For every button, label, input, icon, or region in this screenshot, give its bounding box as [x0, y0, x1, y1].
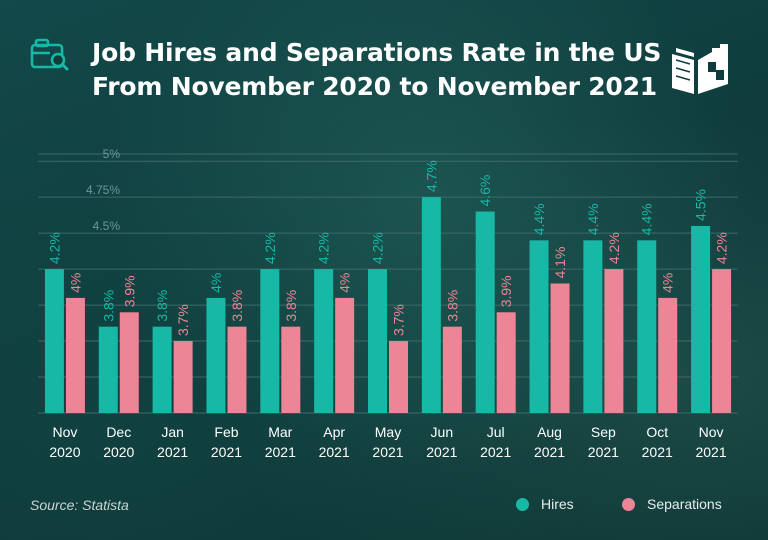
bar-hires: [583, 240, 603, 413]
data-label-separations: 3.8%: [229, 290, 245, 322]
data-label-hires: 4%: [208, 273, 224, 293]
y-tick-label: 4.5%: [93, 219, 121, 233]
x-tick-label-month: Jan: [161, 424, 184, 440]
x-tick-label-month: Feb: [214, 424, 238, 440]
bar-hires: [475, 211, 495, 413]
x-tick-label-month: Nov: [52, 424, 77, 440]
data-label-hires: 4.4%: [531, 203, 547, 235]
bar-separations: [227, 326, 247, 413]
bar-separations: [173, 341, 193, 413]
x-tick-label-month: Sep: [591, 424, 616, 440]
legend-item-separations: Separations: [622, 496, 722, 512]
x-tick-label-year: 2020: [103, 444, 134, 460]
y-tick-label: 4.75%: [86, 183, 120, 197]
data-label-separations: 4.1%: [552, 247, 568, 279]
bar-hires: [98, 326, 118, 413]
data-label-hires: 4.7%: [423, 160, 439, 192]
data-label-separations: 3.8%: [444, 290, 460, 322]
data-label-separations: 4%: [337, 273, 353, 293]
data-label-hires: 4.2%: [262, 232, 278, 264]
x-tick-label-year: 2020: [49, 444, 80, 460]
bar-separations: [604, 269, 624, 413]
data-label-hires: 4.5%: [693, 189, 709, 221]
data-label-hires: 3.8%: [100, 290, 116, 322]
bar-separations: [335, 297, 355, 413]
chart-title-line-2: From November 2020 to November 2021: [92, 72, 657, 101]
x-tick-label-year: 2021: [372, 444, 403, 460]
legend-label-hires: Hires: [541, 496, 574, 512]
chart-title-line-1: Job Hires and Separations Rate in the US: [92, 38, 662, 67]
x-tick-label-month: Aug: [537, 424, 562, 440]
bar-hires: [44, 269, 64, 413]
source-note: Source: Statista: [30, 497, 129, 513]
bar-separations: [389, 341, 408, 413]
bar-separations: [65, 297, 85, 413]
bar-hires: [206, 297, 226, 413]
bar-separations: [496, 312, 516, 413]
x-tick-label-year: 2021: [211, 444, 242, 460]
data-label-hires: 4.4%: [639, 203, 655, 235]
legend-swatch-separations: [622, 497, 635, 511]
data-label-hires: 3.8%: [154, 290, 170, 322]
bar-separations: [119, 312, 139, 413]
data-label-hires: 4.2%: [316, 232, 332, 264]
x-tick-label-month: Nov: [699, 424, 724, 440]
legend-label-separations: Separations: [647, 496, 722, 512]
x-tick-label-year: 2021: [480, 444, 511, 460]
x-tick-label-year: 2021: [588, 444, 619, 460]
bar-hires: [368, 269, 387, 413]
x-tick-label-year: 2021: [319, 444, 350, 460]
data-label-separations: 3.7%: [175, 304, 191, 336]
x-tick-label-month: May: [375, 424, 401, 440]
data-label-separations: 3.9%: [121, 275, 137, 307]
book-logo-icon: [672, 44, 728, 94]
x-tick-label-year: 2021: [642, 444, 673, 460]
y-tick-label: 5%: [103, 147, 121, 161]
bar-hires: [260, 269, 280, 413]
data-label-separations: 3.8%: [283, 290, 299, 322]
x-tick-label-year: 2021: [265, 444, 296, 460]
x-tick-label-month: Apr: [323, 424, 345, 440]
x-tick-label-month: Mar: [268, 424, 292, 440]
x-tick-label-month: Oct: [646, 424, 668, 440]
briefcase-search-icon: [30, 38, 69, 71]
data-label-separations: 4.2%: [606, 232, 622, 264]
x-tick-label-month: Dec: [106, 424, 131, 440]
chart-title: Job Hires and Separations Rate in the US…: [92, 36, 661, 104]
x-tick-label-year: 2021: [534, 444, 565, 460]
bar-hires: [637, 240, 657, 413]
bar-separations: [658, 297, 678, 413]
data-label-separations: 4%: [67, 273, 83, 293]
bar-hires: [152, 326, 172, 413]
x-tick-label-year: 2021: [426, 444, 457, 460]
bar-hires: [314, 269, 334, 413]
data-label-separations: 4%: [660, 273, 676, 293]
bar-hires: [691, 225, 711, 413]
bar-hires: [421, 197, 441, 413]
data-label-hires: 4.6%: [477, 175, 493, 207]
bar-separations: [712, 269, 732, 413]
bar-separations: [281, 326, 301, 413]
bar-separations: [442, 326, 462, 413]
data-label-hires: 4.2%: [370, 232, 386, 264]
bar-separations: [550, 283, 570, 413]
x-tick-label-month: Jul: [487, 424, 505, 440]
data-label-separations: 3.9%: [498, 275, 514, 307]
x-tick-label-year: 2021: [157, 444, 188, 460]
x-tick-label-month: Jun: [431, 424, 454, 440]
data-label-hires: 4.2%: [46, 232, 62, 264]
legend-item-hires: Hires: [516, 496, 574, 512]
x-tick-label-year: 2021: [695, 444, 726, 460]
data-label-hires: 4.4%: [585, 203, 601, 235]
data-label-separations: 3.7%: [391, 304, 407, 336]
legend-swatch-hires: [516, 497, 529, 511]
data-label-separations: 4.2%: [714, 232, 730, 264]
bar-hires: [529, 240, 549, 413]
